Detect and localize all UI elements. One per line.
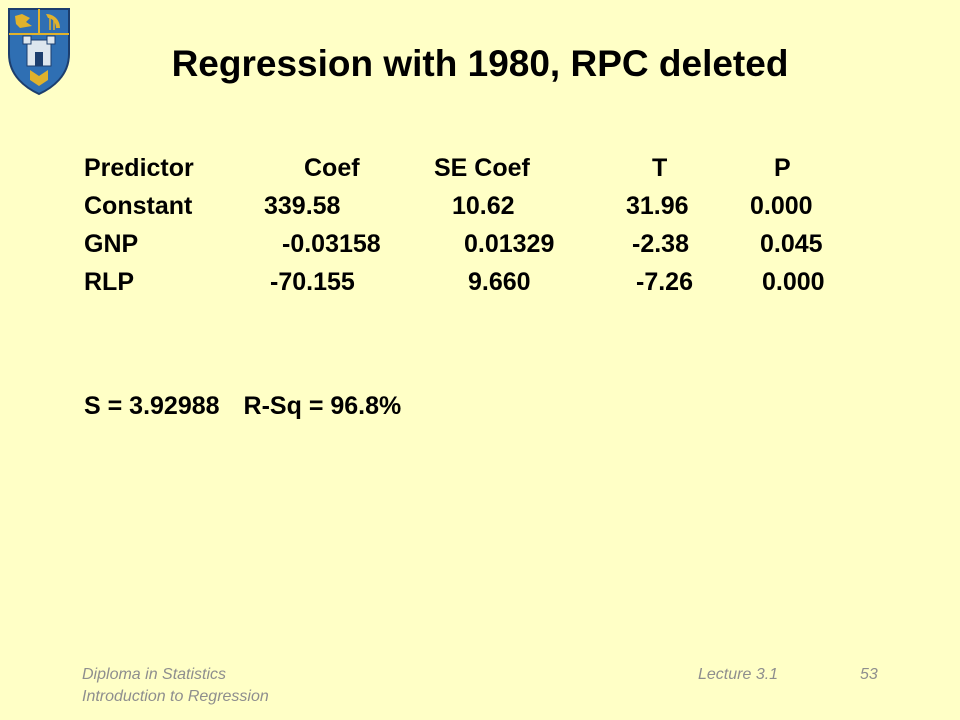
se-coef-cell: 9.660 [468,268,531,296]
footer-course: Diploma in Statistics Introduction to Re… [82,664,269,709]
header-coef: Coef [304,154,360,182]
se-coef-cell: 0.01329 [464,230,555,258]
coef-cell: -0.03158 [282,230,381,258]
t-cell: 31.96 [626,192,689,220]
predictor-cell: Constant [84,192,193,220]
header-se-coef: SE Coef [434,154,530,182]
se-coef-cell: 10.62 [452,192,515,220]
slide-title: Regression with 1980, RPC deleted [171,43,789,84]
college-crest-icon [6,6,72,96]
predictor-cell: GNP [84,230,139,258]
footer-course-line2: Introduction to Regression [82,688,269,706]
header-predictor: Predictor [84,154,194,182]
footer-course-line1: Diploma in Statistics [82,666,227,683]
header-p: P [774,154,791,182]
p-cell: 0.000 [762,268,825,296]
model-summary: S = 3.92988 R-Sq = 96.8% [84,392,401,421]
t-cell: -2.38 [632,230,689,258]
header-t: T [652,154,668,182]
t-cell: -7.26 [636,268,693,296]
p-cell: 0.045 [760,230,823,258]
summary-s: S = 3.92988 [84,392,220,420]
summary-rsq: R-Sq = 96.8% [243,392,402,420]
footer-page-number: 53 [860,666,878,683]
footer-lecture: Lecture 3.1 [698,666,779,683]
coef-cell: 339.58 [264,192,341,220]
p-cell: 0.000 [750,192,813,220]
coef-cell: -70.155 [270,268,355,296]
predictor-cell: RLP [84,268,134,296]
